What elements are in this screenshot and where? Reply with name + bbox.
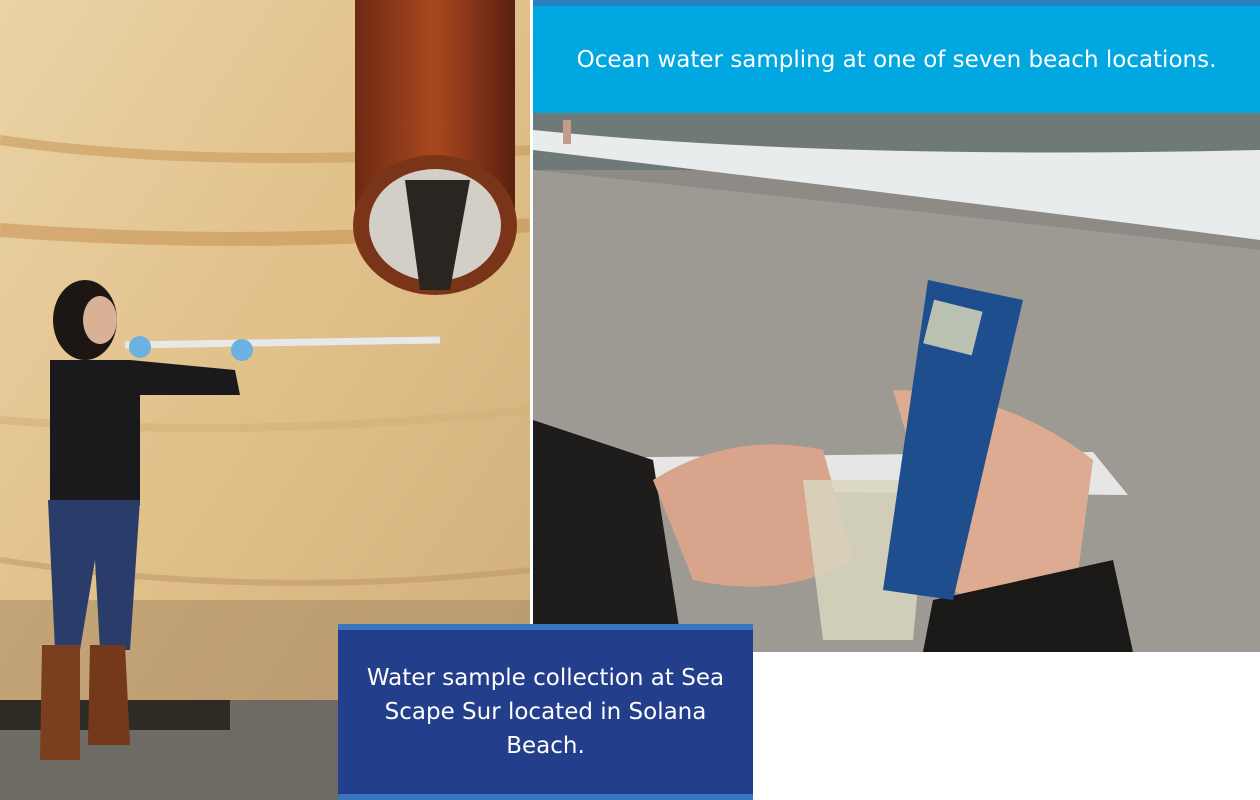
caption: Water sample collection at Sea Scape Sur… — [338, 624, 753, 800]
caption: Ocean water sampling at one of seven bea… — [533, 0, 1260, 113]
